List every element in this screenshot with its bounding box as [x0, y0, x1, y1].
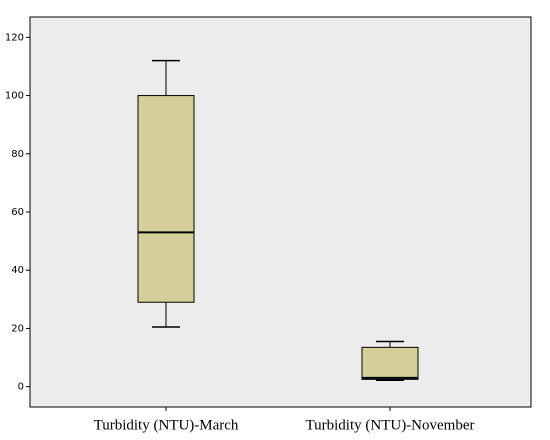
y-tick-label: 0	[18, 382, 24, 393]
y-tick-label: 40	[11, 265, 24, 276]
y-tick-label: 100	[5, 91, 24, 102]
x-tick-label: Turbidity (NTU)-March	[94, 417, 239, 433]
box	[361, 346, 419, 380]
x-tick-label: Turbidity (NTU)-November	[305, 417, 474, 433]
plot-area	[29, 16, 532, 408]
y-tick-label: 80	[11, 149, 24, 160]
y-tick-label: 20	[11, 323, 24, 334]
box	[137, 95, 195, 303]
y-tick-label: 60	[11, 207, 24, 218]
y-tick-label: 120	[5, 32, 24, 43]
